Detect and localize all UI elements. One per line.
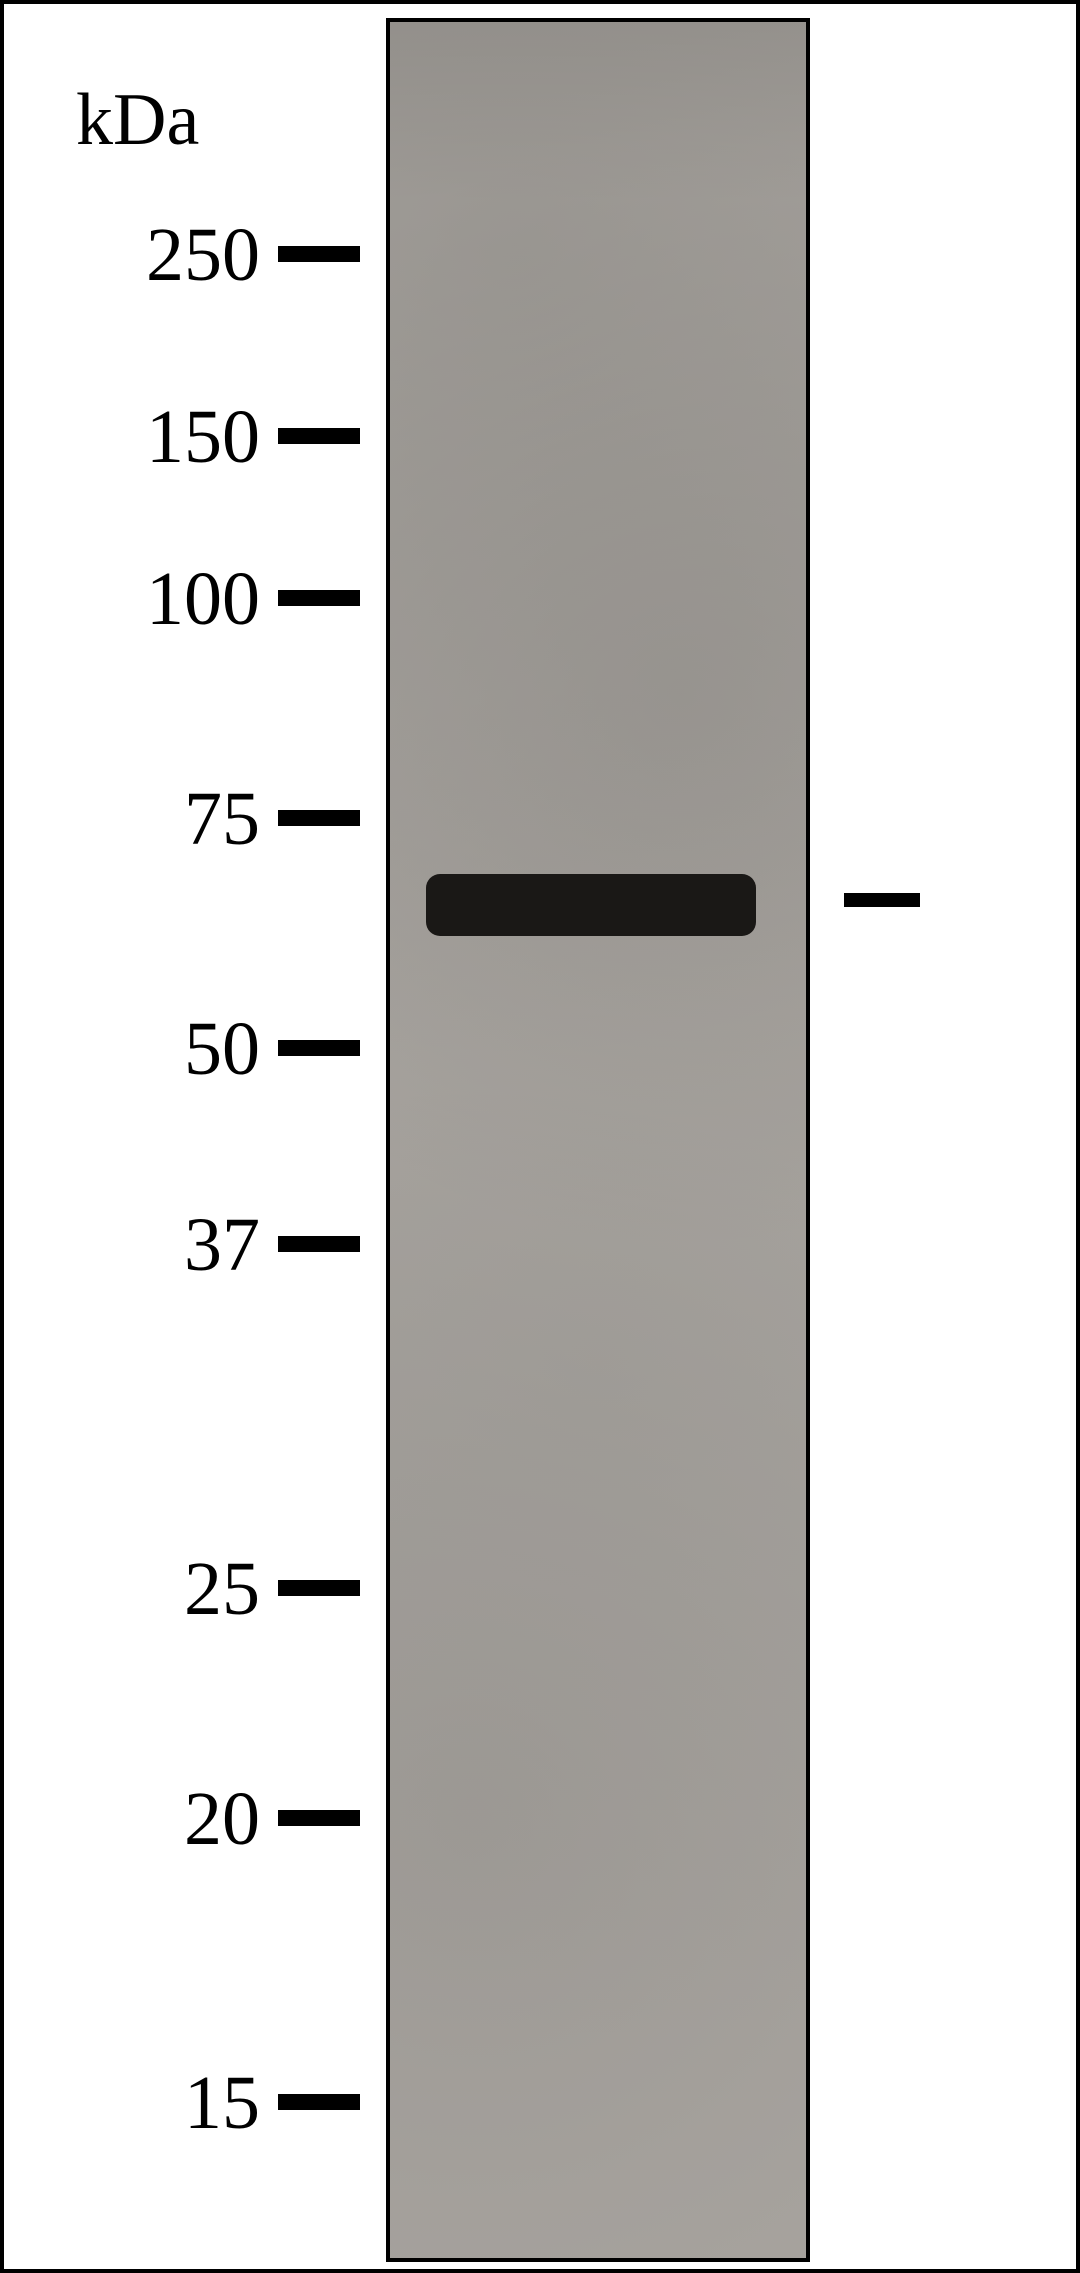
lane-background-noise [390,22,806,2258]
blot-lane [386,18,810,2262]
mw-tick-20 [278,1810,360,1826]
mw-label-20: 20 [184,1776,260,1863]
mw-tick-75 [278,810,360,826]
unit-label: kDa [76,78,199,163]
band-indicator-tick [844,893,920,907]
mw-tick-150 [278,428,360,444]
mw-tick-15 [278,2094,360,2110]
mw-label-150: 150 [146,394,260,481]
protein-band [426,874,756,936]
mw-tick-250 [278,246,360,262]
mw-label-15: 15 [184,2060,260,2147]
mw-label-37: 37 [184,1202,260,1289]
blot-frame: kDa 250 150 100 75 50 37 25 20 15 [0,0,1080,2273]
mw-label-100: 100 [146,556,260,643]
mw-label-75: 75 [184,776,260,863]
mw-label-50: 50 [184,1006,260,1093]
mw-tick-25 [278,1580,360,1596]
mw-tick-50 [278,1040,360,1056]
mw-label-250: 250 [146,212,260,299]
mw-tick-100 [278,590,360,606]
mw-tick-37 [278,1236,360,1252]
mw-label-25: 25 [184,1546,260,1633]
